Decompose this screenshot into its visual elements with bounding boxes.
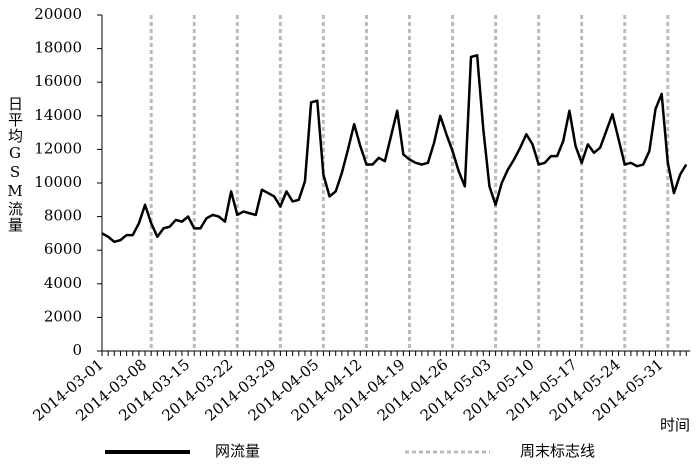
- y-tick-label: 12000: [34, 139, 82, 157]
- y-tick-label: 6000: [44, 240, 82, 258]
- data-line: [101, 54, 688, 244]
- y-tick-label: 20000: [34, 5, 82, 23]
- y-tick-label: 4000: [44, 274, 82, 292]
- y-tick-label: 10000: [34, 173, 82, 191]
- x-axis-label: 时间: [660, 416, 690, 434]
- y-tick-label: 18000: [34, 39, 82, 57]
- y-tick-label: 14000: [34, 106, 82, 124]
- y-tick-label: 16000: [34, 72, 82, 90]
- y-tick-label: 2000: [44, 307, 82, 325]
- y-tick-label: 0: [72, 341, 82, 359]
- legend-label: 周末标志线: [520, 442, 595, 460]
- y-axis-label: 日平均GSM流量: [6, 96, 24, 233]
- legend-label: 网流量: [215, 442, 260, 460]
- y-tick-label: 8000: [44, 207, 82, 225]
